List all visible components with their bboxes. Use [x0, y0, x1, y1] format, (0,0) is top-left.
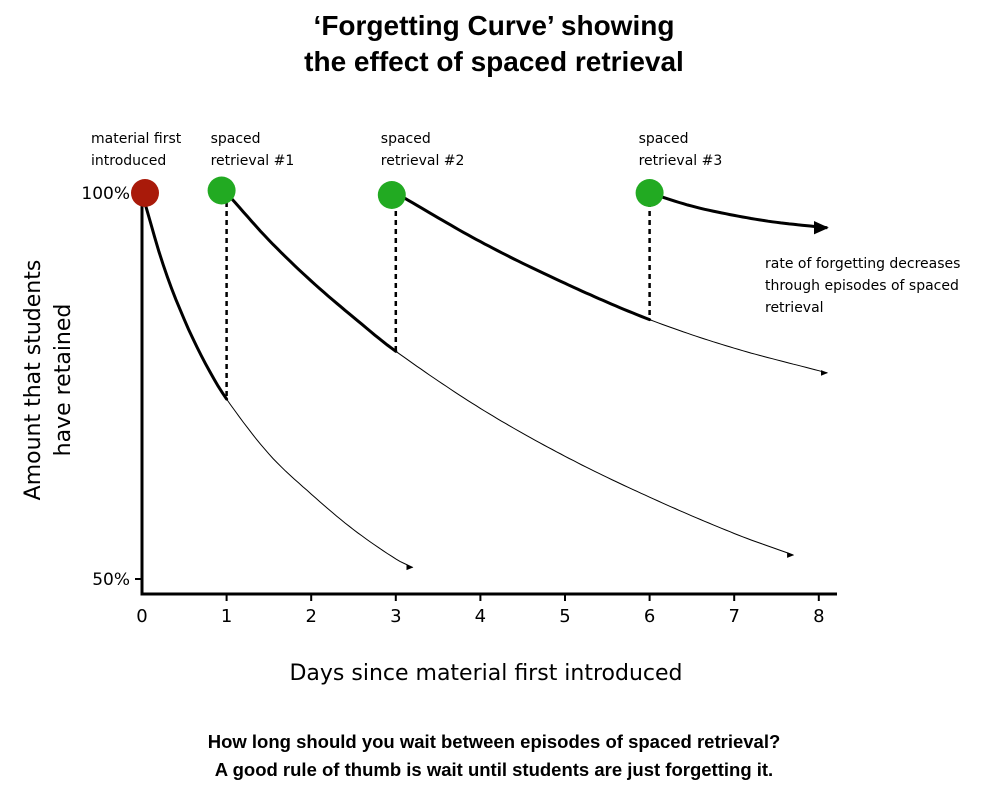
chart-title-line-1: ‘Forgetting Curve’ showing	[313, 10, 675, 41]
x-tick-label: 0	[136, 606, 147, 627]
forgetting-curve-bold-4	[394, 191, 652, 322]
annotation-line: rate of forgetting decreases	[765, 256, 960, 272]
y-axis-title: Amount that students have retained	[21, 260, 76, 501]
x-tick-label: 1	[221, 606, 232, 627]
x-tick-label: 8	[813, 606, 824, 627]
event-label-line: spaced	[211, 131, 261, 147]
retrieval-marker-dot	[377, 181, 406, 209]
chart-text: Days since material first introduced Amou…	[21, 131, 960, 686]
annotation-line: retrieval	[765, 300, 824, 316]
x-tick-label: 2	[305, 606, 316, 627]
footer-line-1: How long should you wait between episode…	[207, 731, 781, 752]
y-tick-label: 100%	[81, 184, 130, 204]
x-tick-label: 5	[559, 606, 570, 627]
event-label-line: retrieval #2	[381, 153, 465, 169]
y-axis-title-line: Amount that students	[21, 260, 46, 501]
footer-note: How long should you wait between episode…	[0, 728, 988, 784]
x-tick-label: 4	[475, 606, 486, 627]
event-markers	[131, 176, 664, 209]
chart-title-line-2: the effect of spaced retrieval	[304, 46, 684, 77]
x-tick-label: 3	[390, 606, 401, 627]
event-label-line: spaced	[639, 131, 689, 147]
event-label-line: material first	[91, 131, 182, 147]
forgetting-curve-thin-2	[226, 192, 795, 556]
y-tick-label: 50%	[92, 570, 130, 590]
y-axis-title-line: have retained	[51, 304, 76, 457]
retrieval-marker-dot	[635, 179, 664, 207]
footer-line-2: A good rule of thumb is wait until stude…	[214, 759, 774, 780]
event-label-line: introduced	[91, 153, 166, 169]
event-label-line: spaced	[381, 131, 431, 147]
x-tick-label: 7	[728, 606, 739, 627]
forgetting-curve-bold-1	[140, 191, 229, 401]
chart-title: ‘Forgetting Curve’ showing the effect of…	[0, 8, 988, 80]
event-label-line: retrieval #3	[639, 153, 723, 169]
x-axis-title: Days since material first introduced	[289, 661, 682, 686]
annotation-line: through episodes of spaced	[765, 278, 959, 294]
curves	[140, 191, 829, 568]
retrieval-marker-dot	[207, 176, 236, 205]
intro-marker-dot	[131, 179, 159, 207]
x-tick-label: 6	[644, 606, 655, 627]
axes: 0 1 2 3 4 5 6 7 8 100% 50%	[81, 184, 837, 627]
forgetting-curve-bold-arrow-3	[649, 191, 829, 234]
event-label-line: retrieval #1	[211, 153, 295, 169]
forgetting-curve-bold-2	[225, 191, 398, 353]
